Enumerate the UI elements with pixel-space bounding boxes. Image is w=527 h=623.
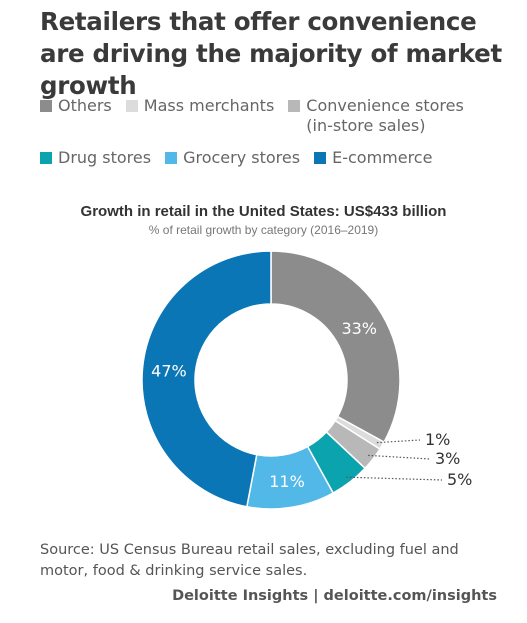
legend-row: Others Mass merchants Convenience stores… (40, 96, 510, 136)
legend-label: Convenience stores (in-store sales) (306, 96, 464, 135)
slice-label: 11% (269, 472, 305, 491)
leader-line (346, 476, 443, 481)
leader-line (376, 439, 421, 444)
legend-label: Mass merchants (143, 96, 275, 115)
legend-swatch-e-commerce (314, 152, 327, 164)
chart-subtitle: % of retail growth by category (2016–201… (148, 223, 379, 237)
slice-label: 5% (447, 470, 472, 489)
legend-swatch-drug-stores (40, 152, 52, 164)
donut-chart: 33% 1%3% 5% 11% 47% (141, 250, 472, 510)
legend-label: Others (58, 96, 112, 115)
legend-item-convenience-stores: Convenience stores (in-store sales) (288, 96, 464, 136)
legend-label: E-commerce (332, 148, 433, 167)
legend-swatch-mass-merchants (125, 100, 138, 112)
donut-slice (270, 250, 401, 444)
credit-line: Deloitte Insights | deloitte.com/insight… (172, 588, 497, 604)
legend-item-grocery-stores: Grocery stores (165, 148, 300, 168)
legend-item-others: Others (40, 96, 112, 116)
legend-swatch-others (40, 100, 52, 112)
chart-legend: Others Mass merchants Convenience stores… (40, 96, 510, 180)
chart-title: Growth in retail in the United States: U… (80, 203, 447, 220)
source-note: Source: US Census Bureau retail sales, e… (40, 542, 459, 579)
donut-slice (141, 250, 272, 508)
headline: Retailers that offer convenience are dri… (40, 7, 502, 100)
legend-label: Drug stores (58, 148, 152, 167)
legend-swatch-convenience-stores (288, 100, 301, 112)
legend-item-drug-stores: Drug stores (40, 148, 151, 168)
legend-row: Drug stores Grocery stores E-commerce (40, 148, 510, 168)
slice-label: 33% (341, 319, 377, 338)
slice-label: 47% (151, 361, 187, 380)
slice-label: 3% (435, 449, 460, 468)
leader-line (368, 454, 431, 460)
legend-item-e-commerce: E-commerce (314, 148, 432, 168)
legend-label: Grocery stores (183, 148, 301, 167)
legend-swatch-grocery-stores (165, 152, 178, 164)
legend-item-mass-merchants: Mass merchants (125, 96, 275, 116)
slice-label: 1% (425, 430, 450, 449)
